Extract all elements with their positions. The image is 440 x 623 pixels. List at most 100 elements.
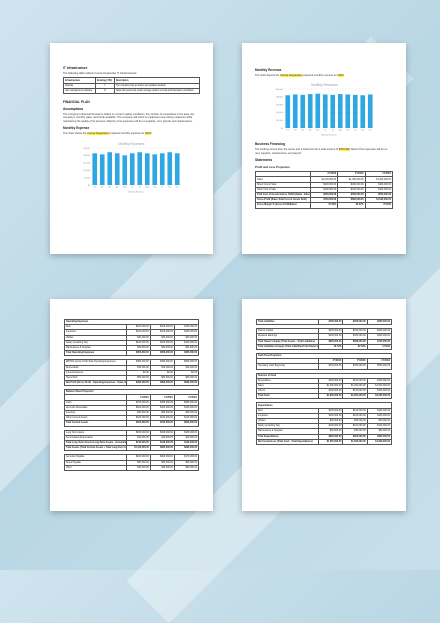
- bar: [322, 94, 328, 129]
- monthly-expenses-chart-svg: Monthly Expenses $0 $7,000 $14,000 $21,000 $2…: [79, 139, 184, 194]
- table-cell: $1,900,000.00: [318, 393, 344, 400]
- highlighted-amount: $700,000: [338, 148, 350, 152]
- table-cell: $30,000.00: [125, 464, 151, 471]
- x-tick-label: Sep: [346, 130, 349, 132]
- profit-loss-table-body: FY20XX FY20XX FY20XX Sales $1,000,000.00 $1,3…: [255, 171, 394, 209]
- x-tick-label: Aug: [146, 185, 149, 188]
- x-tick-label: Jan: [286, 130, 289, 132]
- table-cell: $960,000.00: [173, 445, 200, 452]
- table-cell: 60.07%: [337, 202, 366, 209]
- x-tick-label: Dec: [176, 186, 179, 188]
- operating-expenses-table: Operating Expenses Rent $100,000.00 $100,00…: [64, 318, 200, 471]
- profit-loss-heading: Profit and Loss Projection: [255, 165, 290, 170]
- x-tick-label: Jul: [331, 130, 334, 132]
- document-page-1: IT Infrastructure The following table re…: [50, 43, 213, 254]
- table-cell: 70.00%: [309, 202, 339, 209]
- x-tick-label: Feb: [101, 186, 104, 188]
- bar: [314, 94, 320, 129]
- bar: [337, 94, 343, 129]
- document-page-3: Operating Expenses Rent $100,000.00 $100,00…: [50, 299, 213, 511]
- monthly-revenues-chart: Monthly Revenues $0 $20,000 $40,000 $60,000 $…: [271, 81, 377, 138]
- bar: [307, 94, 313, 129]
- highlighted-year: 20XX: [337, 74, 344, 77]
- table-row: Net Profit (Gross Profit - Operating Exp…: [64, 380, 200, 387]
- it-intro-text: The following table reflects Course Degr…: [63, 72, 138, 75]
- business-financing-text: The funding comes from the owner and a b…: [255, 148, 388, 155]
- bar: [352, 95, 358, 129]
- text-fragment: The funding comes from the owner and a b…: [255, 148, 339, 152]
- y-tick-label: $28,000: [84, 155, 91, 157]
- chart-title: Monthly Revenues: [311, 83, 338, 87]
- table-cell: $30,000.00: [149, 464, 175, 471]
- document-page-4: Total Liabilities $180,000.00 $280,000.00 $…: [242, 299, 406, 511]
- table-cell: $1,900,000.00: [366, 438, 393, 445]
- y-tick-label: $80,000: [276, 97, 283, 99]
- bar: [92, 152, 98, 185]
- monthly-expense-heading: Monthly Expense: [63, 126, 90, 131]
- highlighted-company-name: Course Degrandes: [87, 132, 109, 136]
- bar: [344, 94, 350, 129]
- bar: [129, 152, 135, 185]
- profit-loss-table: FY20XX FY20XX FY20XX Sales $1,000,000.00 $1,3…: [255, 171, 394, 209]
- y-tick-label: $21,000: [84, 162, 91, 164]
- table-cell: $1,600,000.00: [342, 438, 368, 445]
- x-tick-label: Mar: [108, 185, 111, 188]
- y-tick-label: $60,000: [276, 105, 283, 107]
- x-tick-label: Nov: [168, 186, 171, 188]
- x-axis-label: Monthly Expense: [128, 190, 144, 193]
- bar: [152, 153, 158, 185]
- monthly-revenue-text: The chart depicts the Course Degrandes p…: [255, 74, 345, 77]
- table-cell: Lab management software: [63, 87, 96, 94]
- table-cell: $30,000.00: [173, 464, 200, 471]
- highlighted-year: 20XX: [145, 132, 152, 136]
- financial-plan-heading: FINANCIAL PLAN: [63, 99, 90, 104]
- bar: [122, 154, 128, 185]
- text-fragment: projected monthly expense for: [109, 132, 145, 136]
- table-row: Total Cash $1,900,000.00 $1,950,000.00 $2,2…: [255, 393, 393, 400]
- bar: [167, 151, 173, 185]
- business-financing-heading: Business Financing: [255, 142, 286, 147]
- table-row: Lab management software N Helps lab pers…: [63, 87, 201, 94]
- table-cell: Net Income/Loss (Total Cash - Total Expe…: [255, 438, 320, 445]
- table-cell: 17.50%: [366, 343, 393, 350]
- text-fragment: The chart depicts the: [255, 74, 280, 77]
- x-tick-label: May: [316, 130, 319, 132]
- table-cell: $250,000.00: [366, 318, 393, 326]
- x-tick-label: Aug: [338, 129, 341, 132]
- bar: [174, 152, 180, 185]
- y-tick-label: $20,000: [276, 120, 283, 122]
- monthly-revenues-chart-svg: Monthly Revenues $0 $20,000 $40,000 $60,000 $…: [271, 81, 377, 138]
- x-tick-label: Apr: [116, 185, 119, 188]
- page3-table-body: Operating Expenses Rent $100,000.00 $100,00…: [64, 318, 200, 471]
- bar: [284, 95, 290, 129]
- x-axis-label: Monthly Revenue: [321, 134, 337, 137]
- text-fragment: projected monthly revenue for: [302, 74, 337, 77]
- x-tick-label: Nov: [361, 130, 364, 132]
- table-row: Accounts Payable $100,000.00 $200,000.00 $1…: [64, 454, 200, 461]
- bar: [107, 151, 113, 185]
- bar: [144, 152, 150, 185]
- x-tick-label: Oct: [161, 185, 164, 188]
- y-tick-label: $14,000: [84, 170, 91, 172]
- monthly-expenses-chart: Monthly Expenses $0 $7,000 $14,000 $21,000 $2…: [79, 139, 184, 194]
- highlighted-company-name: Course Degrandes: [279, 74, 302, 77]
- table-cell: $180,000.00: [318, 318, 344, 326]
- bar: [137, 151, 143, 185]
- table-cell: $820,000.00: [173, 420, 200, 427]
- page4-table-body: Total Liabilities $180,000.00 $280,000.00 $…: [255, 318, 393, 445]
- x-tick-label: Dec: [368, 130, 371, 132]
- x-tick-label: May: [123, 186, 126, 188]
- table-row: Total Liabilities $180,000.00 $280,000.00 $…: [255, 318, 393, 326]
- bar: [159, 152, 165, 185]
- bar: [299, 95, 305, 129]
- table-row: Total Current Assets $970,000.00 $720,000.…: [64, 420, 200, 427]
- y-tick-label: $100,000: [275, 89, 283, 91]
- table-cell: $1,550,000.00: [318, 438, 344, 445]
- y-tick-label: $7,000: [85, 177, 91, 179]
- table-row: Operating Cash Beginning $700,000.00 $450,…: [255, 363, 393, 370]
- table-cell: 19.70%: [318, 343, 344, 350]
- table-cell: $700,000.00: [318, 363, 344, 370]
- x-tick-label: Jul: [139, 186, 142, 188]
- text-fragment: Most of the expenses will be on rent, su…: [255, 148, 388, 155]
- table-row: Direct Cost of Sale $200,000.00 $400,000.0…: [255, 181, 394, 188]
